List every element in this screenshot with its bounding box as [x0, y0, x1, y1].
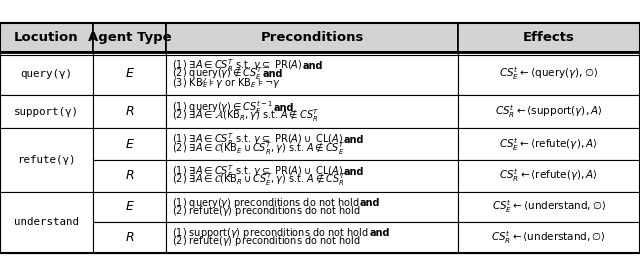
Text: (2) $\exists A \in \mathcal{C}(\mathrm{KB}_R \cup CS^T_E, \gamma)$ s.t. $A \noti: (2) $\exists A \in \mathcal{C}(\mathrm{K…	[172, 172, 346, 189]
Text: $CS^t_E \leftarrow \langle$refute$(\gamma), A\rangle$: $CS^t_E \leftarrow \langle$refute$(\gamm…	[499, 136, 598, 153]
Text: support(γ): support(γ)	[14, 107, 79, 117]
Bar	[458, 128, 640, 160]
Text: and: and	[360, 198, 380, 208]
Bar	[458, 160, 640, 192]
Text: (2) refute$(\gamma)$ preconditions do not hold: (2) refute$(\gamma)$ preconditions do no…	[172, 204, 360, 218]
Text: query(γ): query(γ)	[20, 69, 72, 79]
Text: (2) $\exists A \in \mathcal{C}(\mathrm{KB}_E \cup CS^T_R, \gamma)$ s.t. $A \noti: (2) $\exists A \in \mathcal{C}(\mathrm{K…	[172, 140, 345, 157]
Text: $CS^t_E \leftarrow \langle$understand$, \emptyset\rangle$: $CS^t_E \leftarrow \langle$understand$, …	[492, 199, 606, 215]
Bar	[458, 95, 640, 128]
Text: E: E	[125, 200, 134, 214]
Text: (1) support$(\gamma)$ preconditions do not hold: (1) support$(\gamma)$ preconditions do n…	[172, 226, 369, 240]
Text: (1) $\exists A \in CS^T_R$ s.t. $\gamma \subseteq$ PR$(A) \cup$ CL$(A)$: (1) $\exists A \in CS^T_R$ s.t. $\gamma …	[172, 132, 344, 148]
Text: Locution: Locution	[14, 31, 79, 44]
Bar	[166, 222, 458, 253]
Text: and: and	[344, 135, 364, 145]
Text: $CS^t_E \leftarrow \langle$query$(\gamma), \emptyset\rangle$: $CS^t_E \leftarrow \langle$query$(\gamma…	[499, 65, 598, 82]
Text: E: E	[125, 67, 134, 80]
Text: (2) refute$(\gamma)$ preconditions do not hold: (2) refute$(\gamma)$ preconditions do no…	[172, 235, 360, 248]
Bar	[166, 52, 458, 95]
Bar	[458, 52, 640, 95]
Bar	[93, 52, 166, 95]
Text: Effects: Effects	[523, 31, 575, 44]
Text: $CS^t_R \leftarrow \langle$support$(\gamma), A\rangle$: $CS^t_R \leftarrow \langle$support$(\gam…	[495, 104, 603, 120]
Text: (1) query$(\gamma)$ preconditions do not hold: (1) query$(\gamma)$ preconditions do not…	[172, 196, 360, 210]
Text: (2) query$(\gamma) \notin CS^T_E$: (2) query$(\gamma) \notin CS^T_E$	[172, 65, 262, 82]
Text: refute(γ): refute(γ)	[17, 155, 76, 165]
Text: R: R	[125, 169, 134, 182]
Text: Preconditions: Preconditions	[260, 31, 364, 44]
Bar	[0, 23, 93, 52]
Text: R: R	[125, 231, 134, 244]
Bar	[93, 222, 166, 253]
Bar	[166, 95, 458, 128]
Bar	[458, 23, 640, 52]
Bar	[0, 192, 93, 253]
Bar	[166, 192, 458, 222]
Bar	[93, 160, 166, 192]
Bar	[93, 192, 166, 222]
Bar	[0, 128, 93, 192]
Bar	[166, 23, 458, 52]
Bar	[93, 95, 166, 128]
Text: and: and	[274, 103, 294, 113]
Bar	[458, 192, 640, 222]
Text: and: and	[344, 167, 364, 177]
Text: $CS^t_R \leftarrow \langle$understand$, \emptyset\rangle$: $CS^t_R \leftarrow \langle$understand$, …	[492, 229, 606, 246]
Bar	[0, 95, 93, 128]
Bar	[0, 52, 93, 95]
Bar	[93, 128, 166, 160]
Bar	[93, 23, 166, 52]
Text: and: and	[303, 60, 323, 71]
Text: (1) $\exists A \in CS^T_R$ s.t. $\gamma \subseteq$ PR$(A)$: (1) $\exists A \in CS^T_R$ s.t. $\gamma …	[172, 57, 303, 74]
Text: Agent Type: Agent Type	[88, 31, 172, 44]
Bar	[166, 128, 458, 160]
Text: (2) $\exists A \in \mathcal{A}(\mathrm{KB}_R, \gamma)$ s.t. $A \notin CS^T_R$: (2) $\exists A \in \mathcal{A}(\mathrm{K…	[172, 108, 319, 124]
Text: R: R	[125, 105, 134, 118]
Text: (1) $\exists A \in CS^T_E$ s.t. $\gamma \subseteq$ PR$(A) \cup$ CL$(A)$: (1) $\exists A \in CS^T_E$ s.t. $\gamma …	[172, 163, 344, 180]
Bar	[166, 160, 458, 192]
Text: $CS^t_R \leftarrow \langle$refute$(\gamma), A\rangle$: $CS^t_R \leftarrow \langle$refute$(\gamm…	[499, 168, 598, 184]
Text: and: and	[369, 228, 390, 238]
Text: (1) query$(\gamma) \in CS^{t-1}_E$: (1) query$(\gamma) \in CS^{t-1}_E$	[172, 99, 274, 116]
Text: understand: understand	[14, 217, 79, 227]
Bar	[0, 23, 640, 253]
Bar	[458, 222, 640, 253]
Text: (3) $\mathrm{KB}_E \not\models \gamma$ or $\mathrm{KB}_E \models \neg\gamma$: (3) $\mathrm{KB}_E \not\models \gamma$ o…	[172, 75, 280, 90]
Text: E: E	[125, 138, 134, 151]
Text: and: and	[262, 69, 283, 79]
